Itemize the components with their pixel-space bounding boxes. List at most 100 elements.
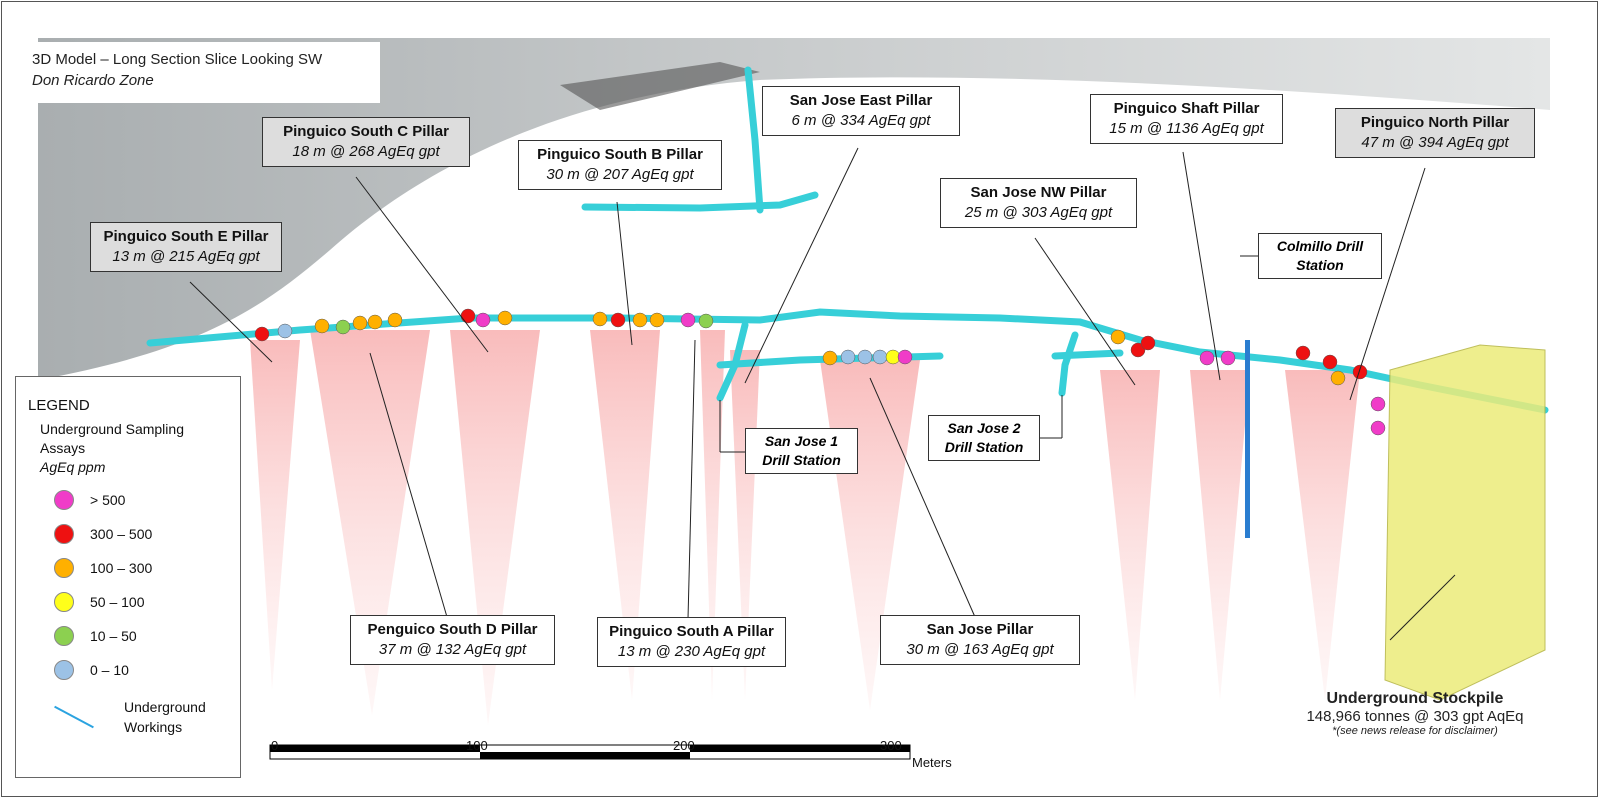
- scale-unit: Meters: [912, 755, 952, 770]
- assay-sample: [335, 319, 351, 335]
- assay-sample: [1322, 354, 1338, 370]
- legend-label: 50 – 100: [90, 594, 145, 610]
- sample-dot-icon: [54, 558, 74, 578]
- pillar-cone: [1190, 370, 1250, 700]
- pillar-cone: [250, 340, 300, 690]
- pillar-name: Pinguico South B Pillar: [537, 146, 703, 163]
- scale-tick-label: 100: [466, 738, 488, 753]
- assay-sample: [1330, 370, 1346, 386]
- assay-sample: [698, 313, 714, 329]
- assay-sample: [254, 326, 270, 342]
- pillar-name: San Jose East Pillar: [789, 92, 933, 109]
- pillar-name: Pinguico South A Pillar: [609, 623, 774, 640]
- assay-sample: [475, 312, 491, 328]
- legend-label: 300 – 500: [90, 526, 153, 542]
- assay-sample: [1370, 420, 1386, 436]
- pillar-grade: 6 m @ 334 AgEq gpt: [791, 112, 931, 129]
- pillar-grade: 18 m @ 268 AgEq gpt: [292, 143, 440, 160]
- legend-unit: AgEq ppm: [40, 459, 106, 475]
- pillar-cone: [1285, 370, 1360, 700]
- scale-tick-label: 200: [673, 738, 695, 753]
- legend: LEGEND Underground Sampling Assays AgEq …: [15, 376, 241, 778]
- stockpile-disclaimer: *(see news release for disclaimer): [1332, 725, 1498, 737]
- assay-sample: [680, 312, 696, 328]
- assay-sample: [352, 315, 368, 331]
- assay-sample: [632, 312, 648, 328]
- legend-item: 300 – 500: [28, 517, 228, 551]
- assay-sample: [1130, 342, 1146, 358]
- pillar-name: Penguico South D Pillar: [367, 621, 538, 638]
- pillar-cone: [590, 330, 660, 700]
- drill-station-san-jose-2: San Jose 2 Drill Station: [928, 415, 1040, 461]
- pillar-name: Pinguico South E Pillar: [103, 228, 269, 245]
- pillar-label-north: Pinguico North Pillar 47 m @ 394 AgEq gpt: [1335, 108, 1535, 158]
- sample-dot-icon: [54, 490, 74, 510]
- scale-tick-label: 0: [271, 738, 279, 753]
- assay-sample: [1140, 335, 1156, 351]
- legend-label: Workings: [124, 719, 183, 735]
- pillar-label-san-jose: San Jose Pillar 30 m @ 163 AgEq gpt: [880, 615, 1080, 665]
- workings-line-icon: [54, 705, 94, 729]
- station-name: Colmillo Drill: [1276, 238, 1364, 254]
- scale-tick-label: 300: [880, 738, 902, 753]
- assay-sample: [1199, 350, 1215, 366]
- legend-item-workings: Underground Workings: [28, 697, 228, 737]
- pillar-grade: 25 m @ 303 AgEq gpt: [964, 204, 1113, 221]
- assay-sample: [387, 312, 403, 328]
- legend-label: > 500: [90, 492, 126, 508]
- legend-subtitle: Assays: [40, 440, 86, 456]
- pillar-grade: 37 m @ 132 AgEq gpt: [378, 641, 527, 658]
- pillar-cone: [700, 330, 725, 700]
- station-name: San Jose 1: [764, 433, 839, 449]
- pillar-grade: 30 m @ 207 AgEq gpt: [546, 166, 694, 183]
- pillar-label-south-c: Pinguico South C Pillar 18 m @ 268 AgEq g…: [262, 117, 470, 167]
- pillar-grade: 47 m @ 394 AgEq gpt: [1361, 134, 1509, 151]
- pillar-label-san-jose-nw: San Jose NW Pillar 25 m @ 303 AgEq gpt: [940, 178, 1137, 228]
- assay-sample: [610, 312, 626, 328]
- legend-label: 0 – 10: [90, 662, 129, 678]
- station-name: Station: [1296, 257, 1344, 273]
- pillar-cone: [1100, 370, 1160, 700]
- stockpile-label: Underground Stockpile 148,966 tonnes @ 3…: [1230, 690, 1600, 737]
- assay-sample: [592, 311, 608, 327]
- legend-heading: LEGEND: [28, 397, 90, 414]
- assay-sample: [872, 349, 888, 365]
- pillar-grade: 13 m @ 215 AgEq gpt: [112, 248, 260, 265]
- assay-sample: [1370, 396, 1386, 412]
- assay-sample: [277, 323, 293, 339]
- assay-sample: [497, 310, 513, 326]
- pillar-grade: 30 m @ 163 AgEq gpt: [906, 641, 1054, 658]
- station-name: Drill Station: [762, 452, 841, 468]
- title-text: 3D Model – Long Section Slice Looking SW: [32, 51, 323, 68]
- sample-dot-icon: [54, 626, 74, 646]
- pillar-label-south-b: Pinguico South B Pillar 30 m @ 207 AgEq g…: [518, 140, 722, 190]
- pillar-label-south-a: Pinguico South A Pillar 13 m @ 230 AgEq g…: [597, 617, 786, 667]
- assay-sample: [460, 308, 476, 324]
- legend-label: 100 – 300: [90, 560, 153, 576]
- legend-label: 10 – 50: [90, 628, 137, 644]
- pillar-name: Pinguico South C Pillar: [283, 123, 449, 140]
- stockpile-value: 148,966 tonnes @ 303 gpt AqEq: [1306, 708, 1524, 725]
- drill-station-colmillo: Colmillo Drill Station: [1258, 233, 1382, 279]
- legend-subtitle: Underground Sampling: [40, 421, 184, 437]
- assay-sample: [840, 349, 856, 365]
- assay-sample: [1110, 329, 1126, 345]
- pillar-label-south-d: Penguico South D Pillar 37 m @ 132 AgEq g…: [350, 615, 555, 665]
- assay-samples: [254, 308, 1386, 436]
- stockpile-solid: [1384, 344, 1546, 701]
- sample-dot-icon: [54, 524, 74, 544]
- pillar-label-san-jose-east: San Jose East Pillar 6 m @ 334 AgEq gpt: [762, 86, 960, 136]
- station-name: Drill Station: [944, 439, 1024, 455]
- assay-sample: [822, 350, 838, 366]
- dark-band: [560, 62, 760, 110]
- legend-item: 10 – 50: [28, 619, 228, 653]
- pillar-name: San Jose NW Pillar: [970, 184, 1107, 201]
- sample-dot-icon: [54, 660, 74, 680]
- pillar-grade: 13 m @ 230 AgEq gpt: [617, 643, 766, 660]
- leader-lines: [189, 147, 1456, 641]
- pillar-grade: 15 m @ 1136 AgEq gpt: [1109, 120, 1264, 137]
- legend-label: Underground: [124, 699, 206, 715]
- pillar-label-shaft: Pinguico Shaft Pillar 15 m @ 1136 AgEq gp…: [1090, 94, 1283, 144]
